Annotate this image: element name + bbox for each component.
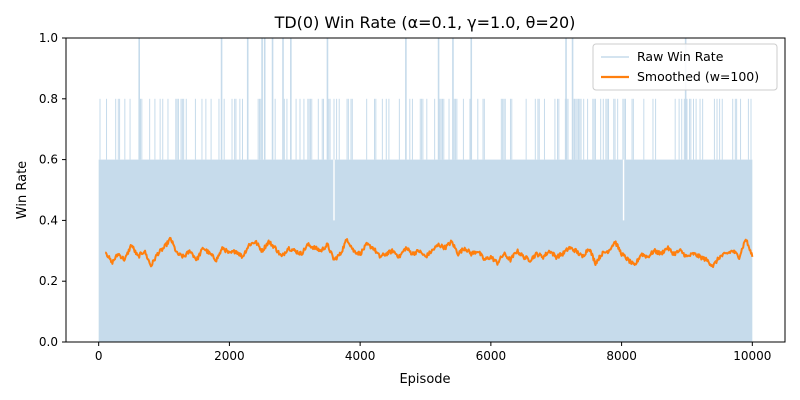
y-tick-label: 0.8: [39, 92, 58, 106]
legend: Raw Win Rate Smoothed (w=100): [592, 43, 778, 91]
legend-label-raw: Raw Win Rate: [637, 49, 724, 64]
legend-label-smoothed: Smoothed (w=100): [637, 69, 759, 84]
chart-title: TD(0) Win Rate (α=0.1, γ=1.0, θ=20): [274, 13, 576, 32]
y-tick-label: 1.0: [39, 31, 58, 45]
axes-frame: [65, 37, 786, 343]
x-tick-label: 10000: [733, 349, 771, 363]
y-tick-label: 0.2: [39, 274, 58, 288]
y-tick-label: 0.0: [39, 335, 58, 349]
x-tick-label: 8000: [606, 349, 637, 363]
axes: 0 2000 4000 6000 8000 10000 0.0 0.2 0.4 0.6 0.8 1.0: [39, 31, 786, 363]
x-axis-label: Episode: [399, 372, 450, 387]
legend-box: [592, 43, 778, 91]
x-tick-label: 2000: [214, 349, 245, 363]
x-tick-label: 6000: [476, 349, 507, 363]
x-tick-label: 0: [95, 349, 103, 363]
y-axis-label: Win Rate: [15, 161, 30, 219]
y-tick-label: 0.6: [39, 153, 58, 167]
smoothed-series-line: [104, 236, 754, 269]
x-tick-label: 4000: [345, 349, 376, 363]
y-tick-label: 0.4: [39, 213, 58, 227]
